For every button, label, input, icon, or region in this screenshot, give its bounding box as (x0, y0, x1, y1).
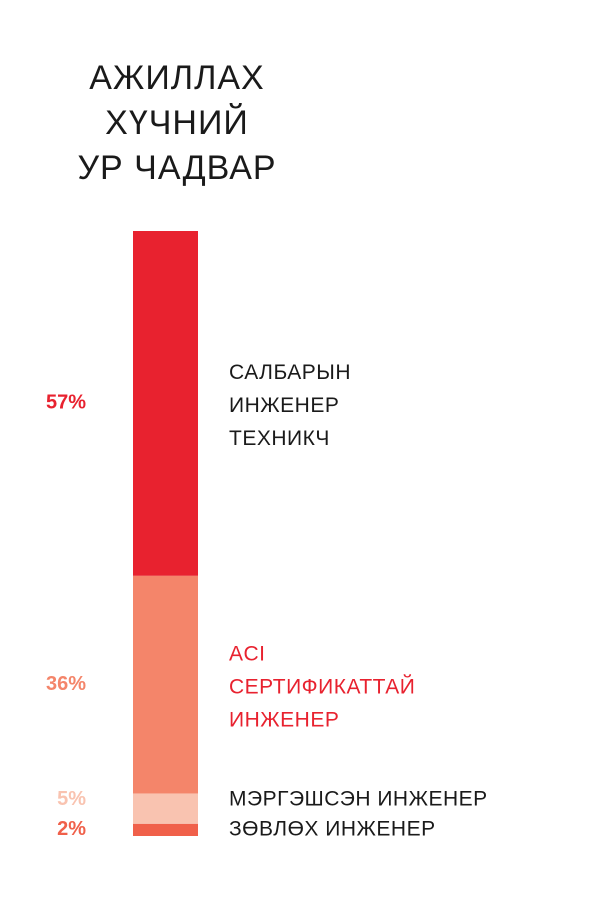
value-label: 57% (46, 392, 86, 414)
value-label: 2% (57, 818, 86, 840)
category-label: ЗӨВЛӨХ ИНЖЕНЕР (229, 817, 436, 840)
bar-segment (133, 793, 198, 824)
bar-segment (133, 823, 198, 836)
category-label: СЕРТИФИКАТТАЙ (229, 674, 415, 698)
category-label: МЭРГЭШСЭН ИНЖЕНЕР (229, 787, 488, 810)
chart-title: ХҮЧНИЙ (105, 104, 249, 142)
category-label: САЛБАРЫН (229, 361, 351, 384)
category-label: ИНЖЕНЕР (229, 394, 339, 417)
chart-title: УР ЧАДВАР (77, 149, 276, 187)
category-label: ACI (229, 642, 266, 665)
category-label: ТЕХНИКЧ (229, 427, 330, 450)
chart-title: АЖИЛЛАХ (89, 59, 265, 97)
value-label: 36% (46, 673, 86, 695)
value-label: 5% (57, 788, 86, 810)
category-label: ИНЖЕНЕР (229, 708, 339, 731)
bar-segment (133, 231, 198, 576)
bar-segment (133, 575, 198, 794)
